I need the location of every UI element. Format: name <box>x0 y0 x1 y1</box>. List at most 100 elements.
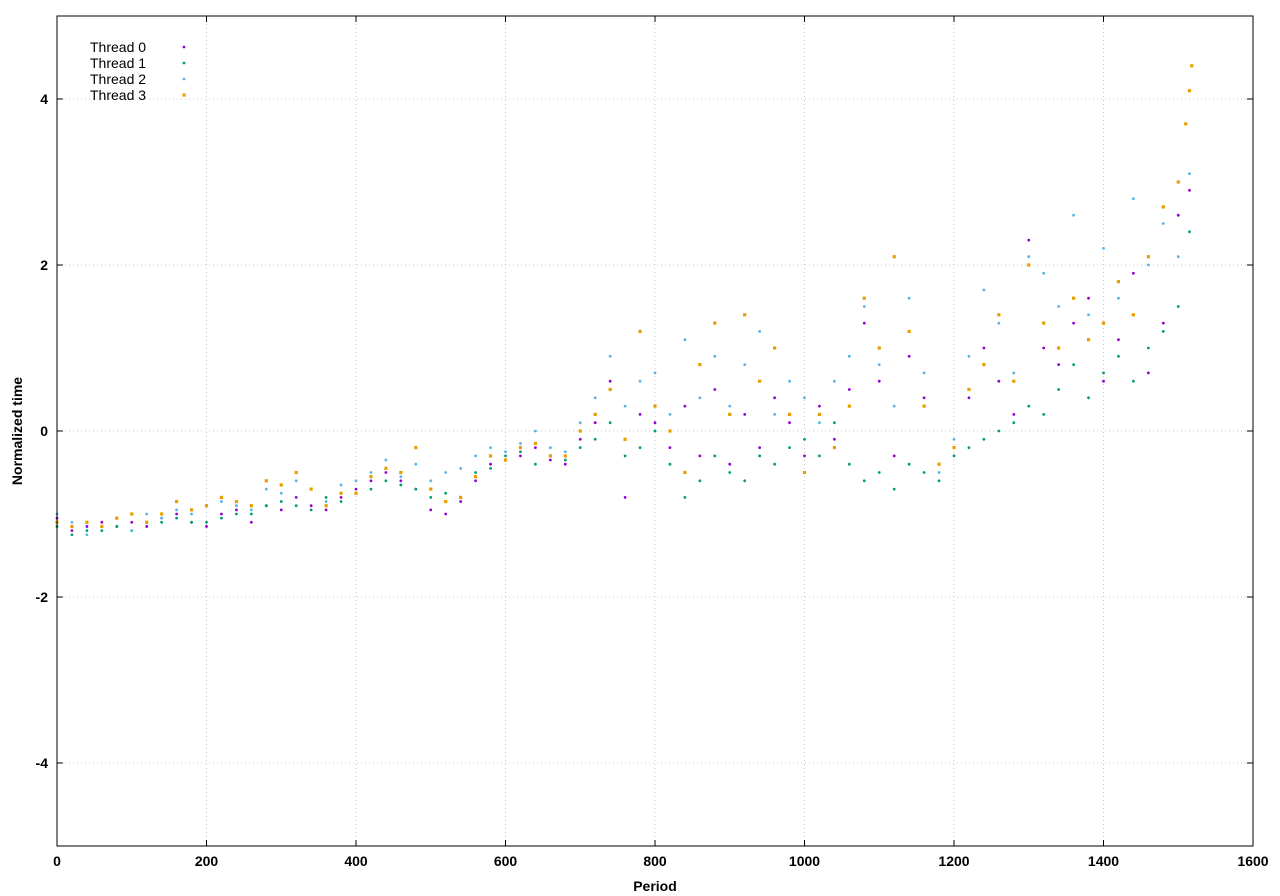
data-point <box>1161 205 1165 209</box>
data-point <box>818 404 821 408</box>
data-point <box>563 462 567 466</box>
data-point <box>847 404 851 408</box>
data-point <box>1042 346 1046 350</box>
data-point <box>803 437 806 441</box>
data-point <box>1132 271 1135 275</box>
data-point <box>429 496 433 499</box>
data-point <box>1057 346 1061 350</box>
data-point <box>85 529 89 532</box>
data-point <box>892 454 896 458</box>
data-point <box>503 458 508 462</box>
data-point <box>833 421 836 425</box>
data-point <box>803 396 806 400</box>
y-axis-title: Normalized time <box>9 377 25 485</box>
data-point <box>384 466 388 470</box>
data-point <box>653 371 657 375</box>
data-point <box>189 508 194 512</box>
data-point <box>444 512 448 516</box>
data-point <box>1117 354 1120 358</box>
data-point <box>279 491 283 495</box>
data-point <box>743 413 747 416</box>
data-point <box>235 504 238 508</box>
data-point <box>1102 379 1105 383</box>
data-point <box>1087 313 1090 317</box>
data-point <box>130 529 134 532</box>
data-point <box>175 499 179 504</box>
data-point <box>788 421 791 425</box>
data-point <box>339 483 343 487</box>
data-point <box>638 329 642 333</box>
data-point <box>1176 255 1180 259</box>
data-point <box>190 520 193 524</box>
data-point <box>638 379 642 383</box>
legend-marker <box>182 77 186 81</box>
data-point <box>877 379 881 383</box>
legend-entry-thread-2: Thread 2 <box>90 71 186 87</box>
data-point <box>758 330 762 333</box>
data-point <box>728 404 732 408</box>
data-point <box>638 446 642 449</box>
data-point <box>623 496 627 499</box>
data-point <box>833 437 836 441</box>
data-point <box>578 421 582 425</box>
data-point <box>85 533 89 537</box>
data-point <box>249 520 253 524</box>
data-point <box>70 533 74 537</box>
data-point <box>294 496 298 499</box>
data-point <box>1176 305 1180 308</box>
data-point <box>1087 296 1090 300</box>
data-point <box>70 520 74 524</box>
data-point <box>683 496 687 499</box>
x-tick-label: 1400 <box>1088 853 1119 869</box>
data-point <box>190 512 193 516</box>
data-point <box>399 470 403 475</box>
data-point <box>563 454 567 458</box>
data-point <box>1146 255 1150 259</box>
data-point <box>70 524 74 529</box>
data-point <box>1042 321 1046 325</box>
data-point <box>668 429 672 433</box>
data-point <box>668 462 672 466</box>
data-point <box>145 520 149 524</box>
data-point <box>892 255 896 259</box>
data-point <box>578 446 582 449</box>
legend-marker <box>182 93 186 97</box>
data-point <box>728 412 732 416</box>
data-point <box>563 450 567 454</box>
data-point <box>593 437 597 441</box>
data-point <box>1102 247 1105 250</box>
data-point <box>519 454 522 458</box>
data-point <box>608 387 612 392</box>
data-point <box>115 525 119 528</box>
data-point <box>847 462 851 466</box>
data-point <box>220 512 223 516</box>
data-point <box>459 495 463 499</box>
y-tick-label: -4 <box>36 755 49 771</box>
data-point <box>1190 64 1194 68</box>
data-point <box>638 413 642 416</box>
data-point <box>219 495 224 499</box>
data-point <box>758 379 762 383</box>
data-point <box>608 379 612 383</box>
data-point <box>339 496 343 499</box>
data-point <box>653 421 657 425</box>
data-point <box>907 462 911 466</box>
data-point <box>519 450 522 454</box>
data-point <box>563 458 567 462</box>
data-point <box>713 454 717 458</box>
data-point <box>743 363 747 366</box>
data-point <box>145 525 149 528</box>
data-point <box>1131 313 1135 317</box>
data-point <box>623 404 627 408</box>
data-point <box>922 371 926 375</box>
data-point <box>533 441 537 446</box>
data-point <box>698 363 702 367</box>
legend-marker <box>182 45 186 49</box>
data-point <box>235 512 238 516</box>
data-point <box>668 413 672 416</box>
data-point <box>100 529 104 532</box>
data-point <box>444 499 448 504</box>
data-point <box>1176 213 1180 217</box>
data-point <box>429 479 433 483</box>
